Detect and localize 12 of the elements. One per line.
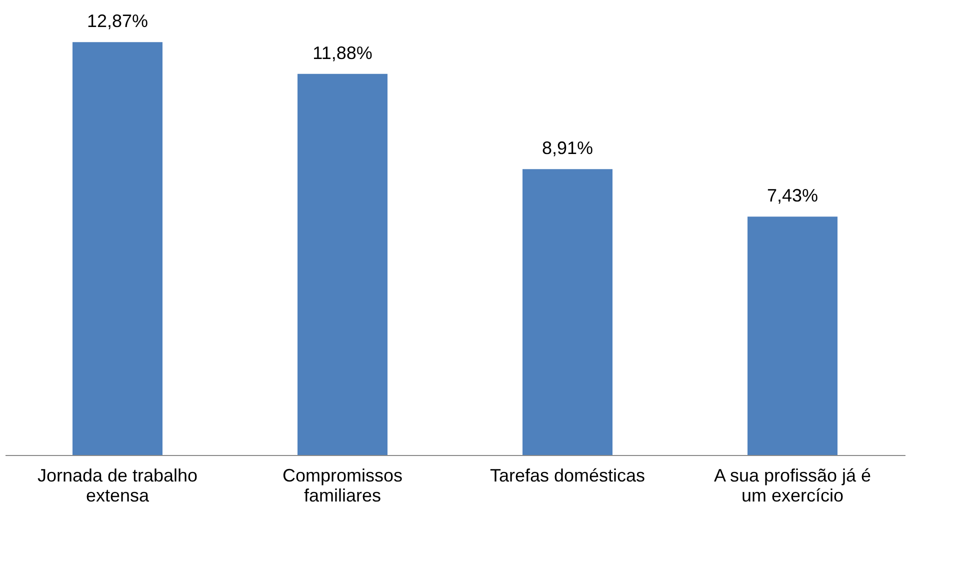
bar xyxy=(522,169,612,455)
x-tick-label: Compromissos familiares xyxy=(282,466,403,506)
bar xyxy=(748,216,838,455)
data-label: 8,91% xyxy=(542,138,594,158)
data-label: 11,88% xyxy=(312,42,372,63)
x-tick-label: A sua profissão já é um exercício xyxy=(714,466,872,506)
bar xyxy=(298,74,388,455)
data-label: 12,87% xyxy=(86,11,148,32)
x-tick-label: Tarefas domésticas xyxy=(490,466,646,486)
data-label: 7,43% xyxy=(766,186,818,206)
x-tick-label: Jornada de trabalho extensa xyxy=(37,466,198,506)
bar xyxy=(72,42,162,455)
